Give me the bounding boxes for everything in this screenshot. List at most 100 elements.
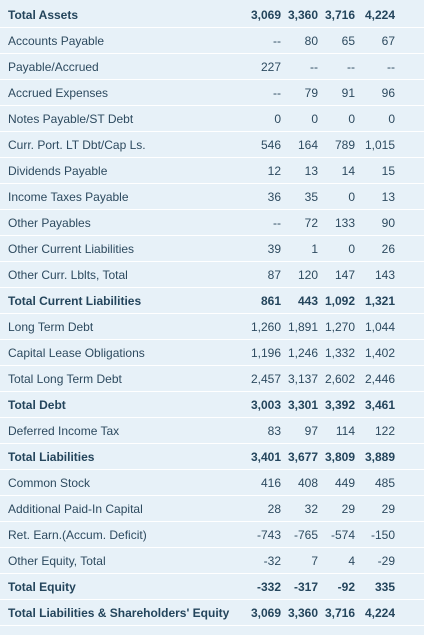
table-row: Total Equity -332 -317 -92 335 bbox=[0, 574, 424, 600]
value-cell: 97 bbox=[304, 423, 318, 438]
row-label: Common Stock bbox=[8, 475, 91, 490]
value-cell: 408 bbox=[297, 475, 318, 490]
value-cell: -332 bbox=[256, 579, 281, 594]
value-cell: 164 bbox=[297, 137, 318, 152]
value-cell: 15 bbox=[381, 163, 395, 178]
table-row: Other Curr. Lblts, Total 87 120 147 143 bbox=[0, 262, 424, 288]
value-cell: 443 bbox=[297, 293, 318, 308]
row-values: 416 408 449 485 bbox=[236, 476, 424, 490]
value-cell: 3,461 bbox=[364, 397, 395, 412]
row-label: Total Liabilities bbox=[8, 449, 95, 464]
value-cell: 1,015 bbox=[364, 137, 395, 152]
row-label: Curr. Port. LT Dbt/Cap Ls. bbox=[8, 137, 146, 152]
value-cell: 3,069 bbox=[250, 605, 281, 620]
value-cell: 449 bbox=[334, 475, 355, 490]
value-cell: 13 bbox=[304, 163, 318, 178]
value-cell: 1,321 bbox=[364, 293, 395, 308]
value-cell: -574 bbox=[330, 527, 355, 542]
row-label: Other Current Liabilities bbox=[8, 241, 135, 256]
value-cell: 80 bbox=[304, 33, 318, 48]
row-label: Ret. Earn.(Accum. Deficit) bbox=[8, 527, 147, 542]
table-row: Income Taxes Payable 36 35 0 13 bbox=[0, 184, 424, 210]
value-cell: 1,402 bbox=[364, 345, 395, 360]
value-cell: -150 bbox=[370, 527, 395, 542]
row-label: Capital Lease Obligations bbox=[8, 345, 145, 360]
table-row: Ret. Earn.(Accum. Deficit) -743 -765 -574 -1… bbox=[0, 522, 424, 548]
value-cell: 2,446 bbox=[364, 371, 395, 386]
row-values: 39 1 0 26 bbox=[236, 242, 424, 256]
row-label: Total Current Liabilities bbox=[8, 293, 142, 308]
row-label: Total Assets bbox=[8, 7, 79, 22]
value-cell: 29 bbox=[381, 501, 395, 516]
value-cell: 35 bbox=[304, 189, 318, 204]
value-cell: 3,677 bbox=[287, 449, 318, 464]
row-values: 1,196 1,246 1,332 1,402 bbox=[236, 346, 424, 360]
value-cell: 72 bbox=[304, 215, 318, 230]
value-cell: 4,224 bbox=[364, 7, 395, 22]
value-cell: 0 bbox=[348, 241, 355, 256]
row-values: 3,069 3,360 3,716 4,224 bbox=[236, 606, 424, 620]
value-cell: 3,003 bbox=[250, 397, 281, 412]
value-cell: 416 bbox=[260, 475, 281, 490]
row-label: Notes Payable/ST Debt bbox=[8, 111, 134, 126]
value-cell: -- bbox=[387, 59, 395, 74]
value-cell: 3,716 bbox=[324, 605, 355, 620]
value-cell: 3,401 bbox=[250, 449, 281, 464]
row-label: Additional Paid-In Capital bbox=[8, 501, 143, 516]
value-cell: 335 bbox=[374, 579, 395, 594]
value-cell: -29 bbox=[377, 553, 395, 568]
row-values: 83 97 114 122 bbox=[236, 424, 424, 438]
row-values: -32 7 4 -29 bbox=[236, 554, 424, 568]
row-label: Total Equity bbox=[8, 579, 76, 594]
value-cell: 4,224 bbox=[364, 605, 395, 620]
table-row: Other Payables -- 72 133 90 bbox=[0, 210, 424, 236]
value-cell: 79 bbox=[304, 85, 318, 100]
row-values: -332 -317 -92 335 bbox=[236, 580, 424, 594]
row-values: 0 0 0 0 bbox=[236, 112, 424, 126]
row-values: -743 -765 -574 -150 bbox=[236, 528, 424, 542]
table-row: Common Stock 416 408 449 485 bbox=[0, 470, 424, 496]
row-label: Total Liabilities & Shareholders' Equity bbox=[8, 605, 230, 620]
table-row: Total Assets 3,069 3,360 3,716 4,224 bbox=[0, 2, 424, 28]
table-row: Total Liabilities 3,401 3,677 3,809 3,889 bbox=[0, 444, 424, 470]
value-cell: 3,069 bbox=[250, 7, 281, 22]
row-values: 87 120 147 143 bbox=[236, 268, 424, 282]
row-label: Total Long Term Debt bbox=[8, 371, 122, 386]
value-cell: 1 bbox=[311, 241, 318, 256]
value-cell: -- bbox=[273, 215, 281, 230]
value-cell: 120 bbox=[297, 267, 318, 282]
value-cell: 1,260 bbox=[250, 319, 281, 334]
value-cell: 3,716 bbox=[324, 7, 355, 22]
value-cell: -765 bbox=[293, 527, 318, 542]
value-cell: 32 bbox=[304, 501, 318, 516]
table-row: Deferred Income Tax 83 97 114 122 bbox=[0, 418, 424, 444]
value-cell: 1,332 bbox=[324, 345, 355, 360]
value-cell: -743 bbox=[256, 527, 281, 542]
value-cell: 91 bbox=[341, 85, 355, 100]
table-row: Total Debt 3,003 3,301 3,392 3,461 bbox=[0, 392, 424, 418]
value-cell: 1,270 bbox=[324, 319, 355, 334]
row-values: 546 164 789 1,015 bbox=[236, 138, 424, 152]
table-row: Capital Lease Obligations 1,196 1,246 1,332… bbox=[0, 340, 424, 366]
row-values: 1,260 1,891 1,270 1,044 bbox=[236, 320, 424, 334]
value-cell: 1,246 bbox=[287, 345, 318, 360]
value-cell: 0 bbox=[274, 111, 281, 126]
value-cell: 133 bbox=[334, 215, 355, 230]
value-cell: 3,360 bbox=[287, 605, 318, 620]
value-cell: 1,891 bbox=[287, 319, 318, 334]
value-cell: 143 bbox=[374, 267, 395, 282]
row-label: Other Payables bbox=[8, 215, 91, 230]
row-label: Deferred Income Tax bbox=[8, 423, 120, 438]
value-cell: 0 bbox=[348, 111, 355, 126]
value-cell: 1,196 bbox=[250, 345, 281, 360]
value-cell: 3,809 bbox=[324, 449, 355, 464]
value-cell: 227 bbox=[260, 59, 281, 74]
row-values: 861 443 1,092 1,321 bbox=[236, 294, 424, 308]
value-cell: 546 bbox=[260, 137, 281, 152]
value-cell: 65 bbox=[341, 33, 355, 48]
value-cell: 29 bbox=[341, 501, 355, 516]
table-row: Long Term Debt 1,260 1,891 1,270 1,044 bbox=[0, 314, 424, 340]
row-label: Dividends Payable bbox=[8, 163, 108, 178]
value-cell: 2,602 bbox=[324, 371, 355, 386]
